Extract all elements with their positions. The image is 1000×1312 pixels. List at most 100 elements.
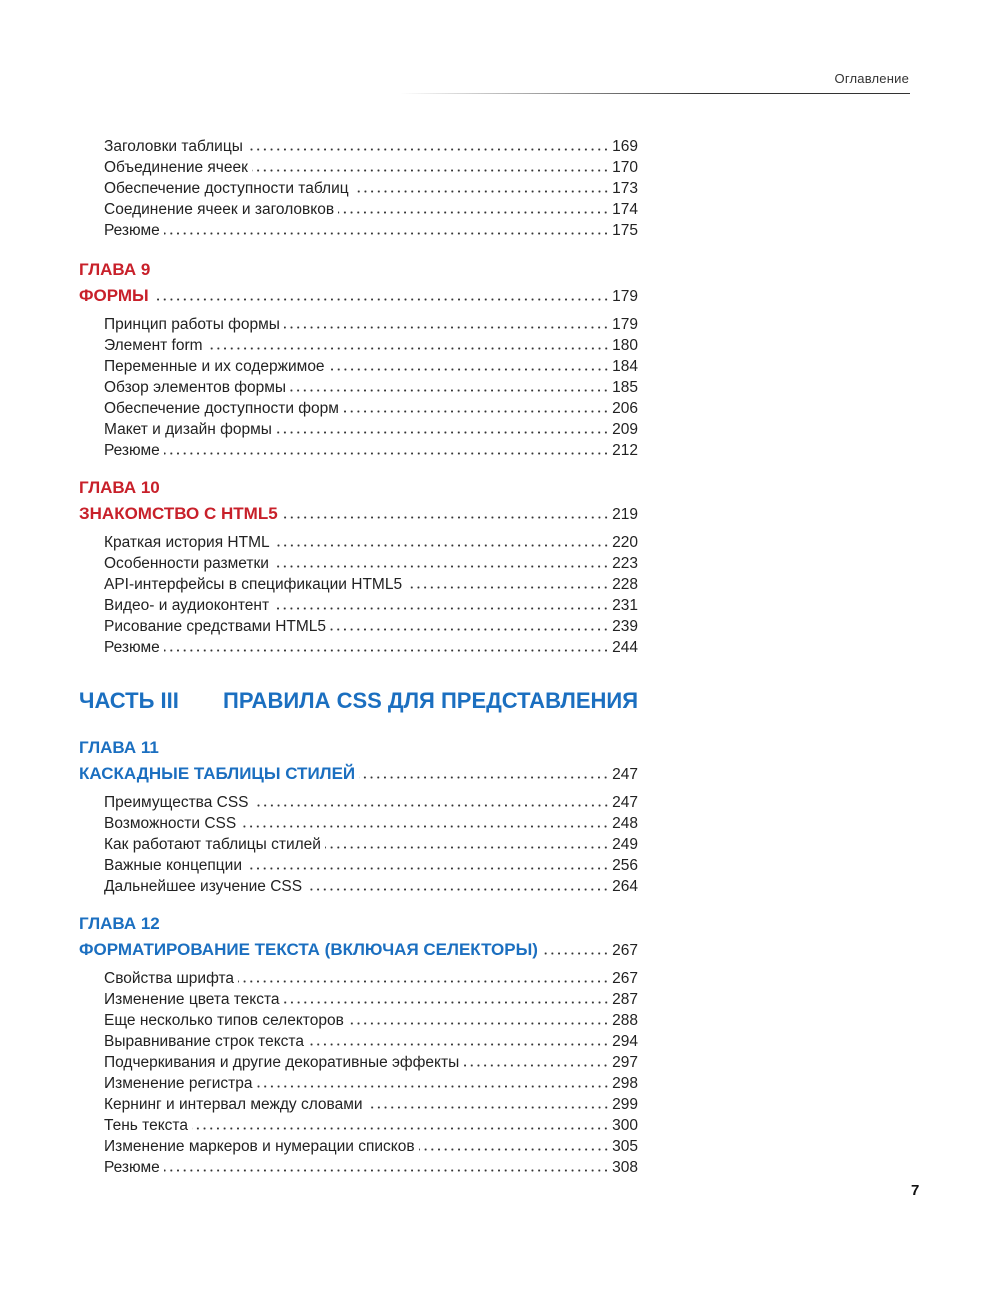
toc-entry-title: Обзор элементов формы xyxy=(104,379,287,396)
dot-leader xyxy=(252,804,610,807)
chapter-heading: ФОРМЫ 179 xyxy=(79,282,638,310)
dot-leader xyxy=(342,410,610,413)
chapter-label: ГЛАВА 9 xyxy=(79,260,151,279)
toc-entry: Как работают таблицы стилей 249 xyxy=(79,834,638,855)
toc-section: ГЛАВА 12 ФОРМАТИРОВАНИЕ ТЕКСТА (ВКЛЮЧАЯ С… xyxy=(79,912,638,1178)
toc-entry-title: Элемент form xyxy=(104,337,203,354)
toc-entry: Преимущества CSS 247 xyxy=(79,792,638,813)
dot-leader xyxy=(191,1127,610,1130)
toc-entry: Переменные и их содержимое 184 xyxy=(79,356,638,377)
chapter-label: ГЛАВА 12 xyxy=(79,914,160,933)
toc-entry: Заголовки таблицы 169 xyxy=(79,136,638,157)
chapter-heading-page: 219 xyxy=(612,506,638,523)
dot-leader xyxy=(347,1022,610,1025)
dot-leader xyxy=(359,776,610,779)
toc-entry-title: Рисование средствами HTML5 xyxy=(104,618,327,635)
dot-leader xyxy=(152,298,610,301)
chapter-heading-title: ФОРМАТИРОВАНИЕ ТЕКСТА (ВКЛЮЧАЯ СЕЛЕКТОРЫ… xyxy=(79,940,538,959)
toc-entry-page: 256 xyxy=(612,857,638,874)
toc-entry-page: 267 xyxy=(612,970,638,987)
toc-entry-page: 180 xyxy=(612,337,638,354)
toc-entry: Резюме 308 xyxy=(79,1157,638,1178)
dot-leader xyxy=(338,211,610,214)
dot-leader xyxy=(406,586,610,589)
toc-entry-title: Резюме xyxy=(104,1159,160,1176)
toc-entry-page: 170 xyxy=(612,159,638,176)
dot-leader xyxy=(306,888,610,891)
dot-leader xyxy=(163,1169,610,1172)
dot-leader xyxy=(541,952,610,955)
dot-leader xyxy=(273,607,610,610)
toc-entry: Соединение ячеек и заголовков 174 xyxy=(79,199,638,220)
toc-entry-title: Еще несколько типов селекторов xyxy=(104,1012,344,1029)
toc-entry-page: 179 xyxy=(612,316,638,333)
toc-entry: Выравнивание строк текста 294 xyxy=(79,1031,638,1052)
toc-entry: Тень текста 300 xyxy=(79,1115,638,1136)
toc-entry-title: Резюме xyxy=(104,639,160,656)
toc-entry: Резюме 212 xyxy=(79,440,638,461)
toc-entry-title: Изменение маркеров и нумерации списков xyxy=(104,1138,415,1155)
toc-entry-page: 300 xyxy=(612,1117,638,1134)
toc-entry-page: 305 xyxy=(612,1138,638,1155)
toc-entry-page: 169 xyxy=(612,138,638,155)
dot-leader xyxy=(163,452,610,455)
toc-entry: Возможности CSS 248 xyxy=(79,813,638,834)
toc-entry-page: 231 xyxy=(612,597,638,614)
toc-entry: Дальнейшее изучение CSS 264 xyxy=(79,876,638,897)
toc-entry: Особенности разметки 223 xyxy=(79,553,638,574)
dot-leader xyxy=(275,431,610,434)
toc-entry-title: API-интерфейсы в спецификации HTML5 xyxy=(104,576,403,593)
chapter-heading-title: ФОРМЫ xyxy=(79,286,149,305)
toc-entry-page: 297 xyxy=(612,1054,638,1071)
toc-entry-title: Резюме xyxy=(104,222,160,239)
toc-section: Заголовки таблицы 169 Объединение ячеек 170… xyxy=(79,136,638,241)
dot-leader xyxy=(246,148,610,151)
chapter-heading-title: КАСКАДНЫЕ ТАБЛИЦЫ СТИЛЕЙ xyxy=(79,764,356,783)
toc-entry-title: Обеспечение доступности форм xyxy=(104,400,339,417)
dot-leader xyxy=(324,846,610,849)
dot-leader xyxy=(463,1064,610,1067)
toc-entry-title: Дальнейшее изучение CSS xyxy=(104,878,303,895)
toc-entry-title: Изменение цвета текста xyxy=(104,991,280,1008)
toc-entry-page: 244 xyxy=(612,639,638,656)
dot-leader xyxy=(330,628,610,631)
toc-entry-page: 173 xyxy=(612,180,638,197)
toc-entry-title: Заголовки таблицы xyxy=(104,138,243,155)
toc-entry: Подчеркивания и другие декоративные эффе… xyxy=(79,1052,638,1073)
chapter-label: ГЛАВА 11 xyxy=(79,738,159,757)
toc-section: ГЛАВА 9 ФОРМЫ 179 Принцип работы формы 179 Эл… xyxy=(79,258,638,461)
toc-entry-page: 308 xyxy=(612,1159,638,1176)
chapter-heading: КАСКАДНЫЕ ТАБЛИЦЫ СТИЛЕЙ 247 xyxy=(79,760,638,788)
toc-entry-page: 209 xyxy=(612,421,638,438)
toc-entry-page: 298 xyxy=(612,1075,638,1092)
chapter-heading: ФОРМАТИРОВАНИЕ ТЕКСТА (ВКЛЮЧАЯ СЕЛЕКТОРЫ… xyxy=(79,936,638,964)
part-heading: ЧАСТЬ III ПРАВИЛА CSS ДЛЯ ПРЕДСТАВЛЕНИЯ xyxy=(79,688,638,714)
dot-leader xyxy=(238,980,610,983)
toc-entry-page: 299 xyxy=(612,1096,638,1113)
toc-entry-page: 264 xyxy=(612,878,638,895)
toc-entry: API-интерфейсы в спецификации HTML5 228 xyxy=(79,574,638,595)
dot-leader xyxy=(251,169,610,172)
toc-entry: Видео- и аудиоконтент 231 xyxy=(79,595,638,616)
chapter-heading-page: 247 xyxy=(612,766,638,783)
toc-entry-page: 248 xyxy=(612,815,638,832)
chapter-label: ГЛАВА 10 xyxy=(79,478,160,497)
dot-leader xyxy=(328,368,610,371)
toc-entry-title: Преимущества CSS xyxy=(104,794,249,811)
toc-entry: Элемент form 180 xyxy=(79,335,638,356)
toc-entry-title: Соединение ячеек и заголовков xyxy=(104,201,335,218)
dot-leader xyxy=(418,1148,610,1151)
toc-entry-page: 185 xyxy=(612,379,638,396)
chapter-heading-page: 179 xyxy=(612,288,638,305)
toc-entry-page: 220 xyxy=(612,534,638,551)
dot-leader xyxy=(246,867,610,870)
toc-entry-page: 175 xyxy=(612,222,638,239)
dot-leader xyxy=(307,1043,610,1046)
toc-entry-title: Краткая история HTML xyxy=(104,534,270,551)
toc-entry-title: Обеспечение доступности таблиц xyxy=(104,180,349,197)
dot-leader xyxy=(283,1001,610,1004)
toc-entry-page: 239 xyxy=(612,618,638,635)
toc-entry-title: Как работают таблицы стилей xyxy=(104,836,321,853)
dot-leader xyxy=(366,1106,610,1109)
toc-entry: Изменение маркеров и нумерации списков 30… xyxy=(79,1136,638,1157)
